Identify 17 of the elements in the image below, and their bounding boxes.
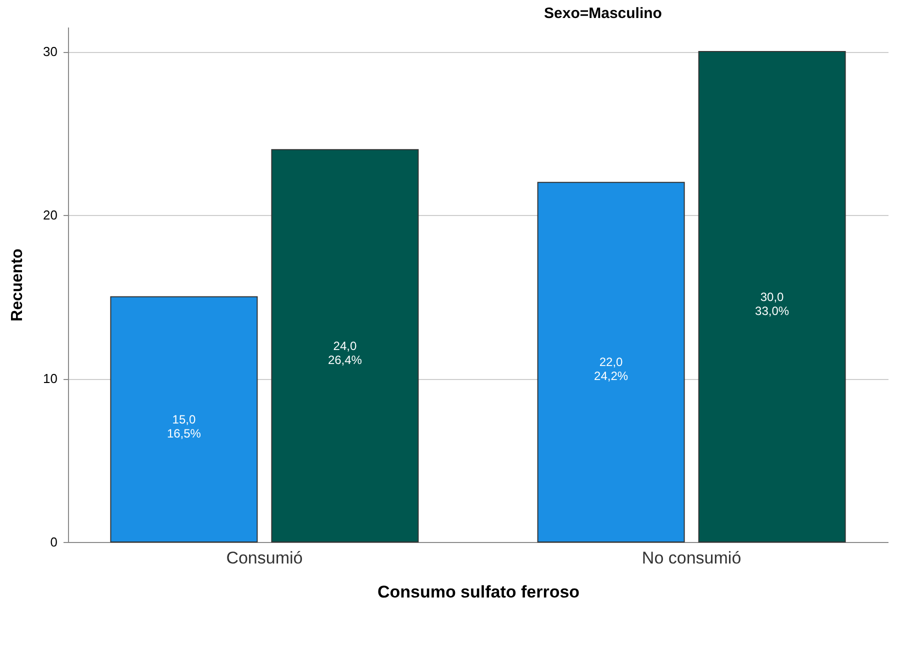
bar: [698, 51, 846, 542]
bar: [537, 182, 685, 542]
data-label: 15,0 16,5%: [166, 412, 202, 440]
data-label: 30,0 33,0%: [755, 290, 790, 318]
data-label: 24,0 26,4%: [328, 338, 362, 367]
y-tick-label: 30: [43, 44, 58, 60]
y-tick-label: 0: [50, 534, 58, 550]
x-axis-title: Consumo sulfato ferroso: [377, 582, 580, 602]
bar: [110, 296, 258, 542]
y-axis-title: Recuento: [9, 248, 26, 322]
y-tick-label: 10: [43, 371, 58, 386]
data-label: 22,0 24,2%: [594, 355, 628, 384]
chart-title: Sexo=Masculino: [544, 5, 662, 22]
y-tick-label: 20: [43, 208, 58, 223]
bar: [271, 149, 419, 542]
x-tick-label: Consumió: [226, 548, 303, 568]
x-tick-label: No consumió: [642, 548, 742, 568]
